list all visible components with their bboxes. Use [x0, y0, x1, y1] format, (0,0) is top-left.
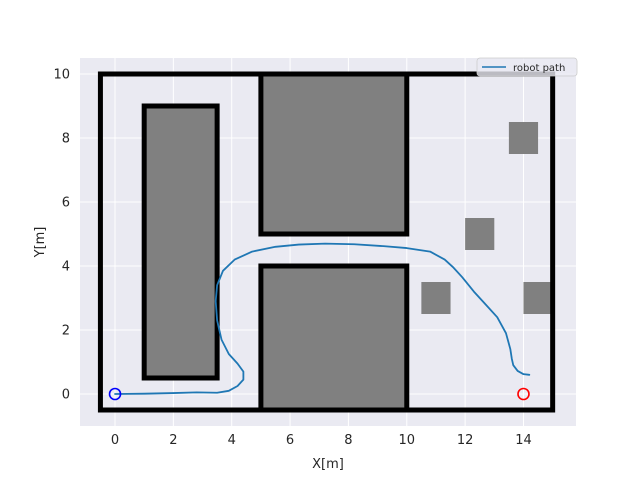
- x-tick-label: 2: [169, 433, 177, 448]
- x-tick-label: 10: [399, 433, 416, 448]
- wall-block: [141, 103, 220, 381]
- y-tick-labels: 0 2 4 6 8 10: [53, 68, 70, 403]
- legend: robot path: [476, 57, 578, 77]
- obstacle: [508, 122, 539, 154]
- obstacles: [421, 122, 553, 314]
- y-tick-label: 2: [62, 324, 70, 339]
- legend-box: [476, 57, 578, 77]
- robot-path-line: [114, 242, 531, 395]
- y-tick-label: 4: [62, 260, 70, 275]
- x-tick-label: 6: [286, 433, 294, 448]
- obstacle: [523, 282, 553, 314]
- wall-block: [258, 71, 410, 237]
- markers: [108, 387, 530, 401]
- x-tick-label: 12: [457, 433, 474, 448]
- x-tick-label: 8: [344, 433, 352, 448]
- legend-label: robot path: [513, 63, 565, 74]
- x-tick-label: 0: [111, 433, 119, 448]
- obstacle: [465, 218, 495, 250]
- x-tick-label: 14: [515, 433, 532, 448]
- x-tick-label: 4: [228, 433, 236, 448]
- goal-marker: [517, 387, 530, 401]
- y-tick-label: 10: [53, 68, 70, 83]
- y-tick-label: 8: [62, 132, 70, 147]
- start-marker: [108, 387, 122, 401]
- y-tick-label: 6: [62, 196, 70, 211]
- path-layer: [114, 242, 531, 395]
- obstacle: [421, 282, 451, 314]
- y-tick-label: 0: [62, 388, 70, 403]
- x-axis-label: X[m]: [312, 457, 344, 472]
- wall-block: [258, 263, 410, 413]
- y-axis-label: Y[m]: [33, 227, 48, 259]
- x-tick-labels: 0 2 4 6 8 10 12 14: [111, 433, 532, 448]
